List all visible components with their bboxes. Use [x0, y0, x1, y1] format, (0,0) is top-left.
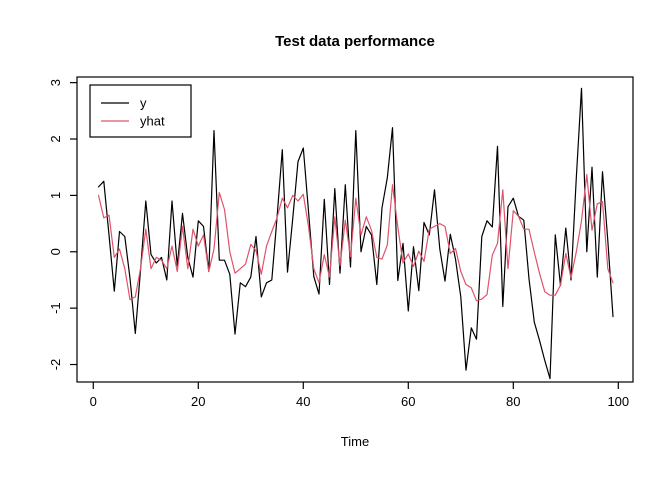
x-tick-label: 100: [607, 394, 629, 409]
x-axis-label: Time: [341, 434, 369, 449]
x-tick-label: 20: [191, 394, 205, 409]
plot-box: [76, 76, 634, 383]
y-tick-label: 0: [48, 248, 63, 255]
series-lines: [97, 87, 614, 380]
axes: 0 20 40 60 80 100 -2 -1 0 1 2 3: [48, 79, 629, 409]
x-tick-label: 40: [296, 394, 310, 409]
y-tick-label: 1: [48, 192, 63, 199]
chart-title: Test data performance: [275, 33, 435, 50]
legend-box: [89, 84, 192, 138]
x-tick-label: 0: [90, 394, 97, 409]
y-tick-label: 3: [48, 79, 63, 86]
y-tick-label: -2: [48, 359, 63, 371]
series-y-line: [97, 87, 614, 380]
x-tick-label: 60: [401, 394, 415, 409]
legend-label-yhat: yhat: [140, 114, 165, 129]
legend: y yhat: [89, 84, 192, 138]
series-yhat-line: [97, 173, 614, 302]
y-tick-label: -1: [48, 302, 63, 314]
y-tick-label: 2: [48, 135, 63, 142]
legend-label-y: y: [140, 96, 147, 111]
x-tick-label: 80: [506, 394, 520, 409]
